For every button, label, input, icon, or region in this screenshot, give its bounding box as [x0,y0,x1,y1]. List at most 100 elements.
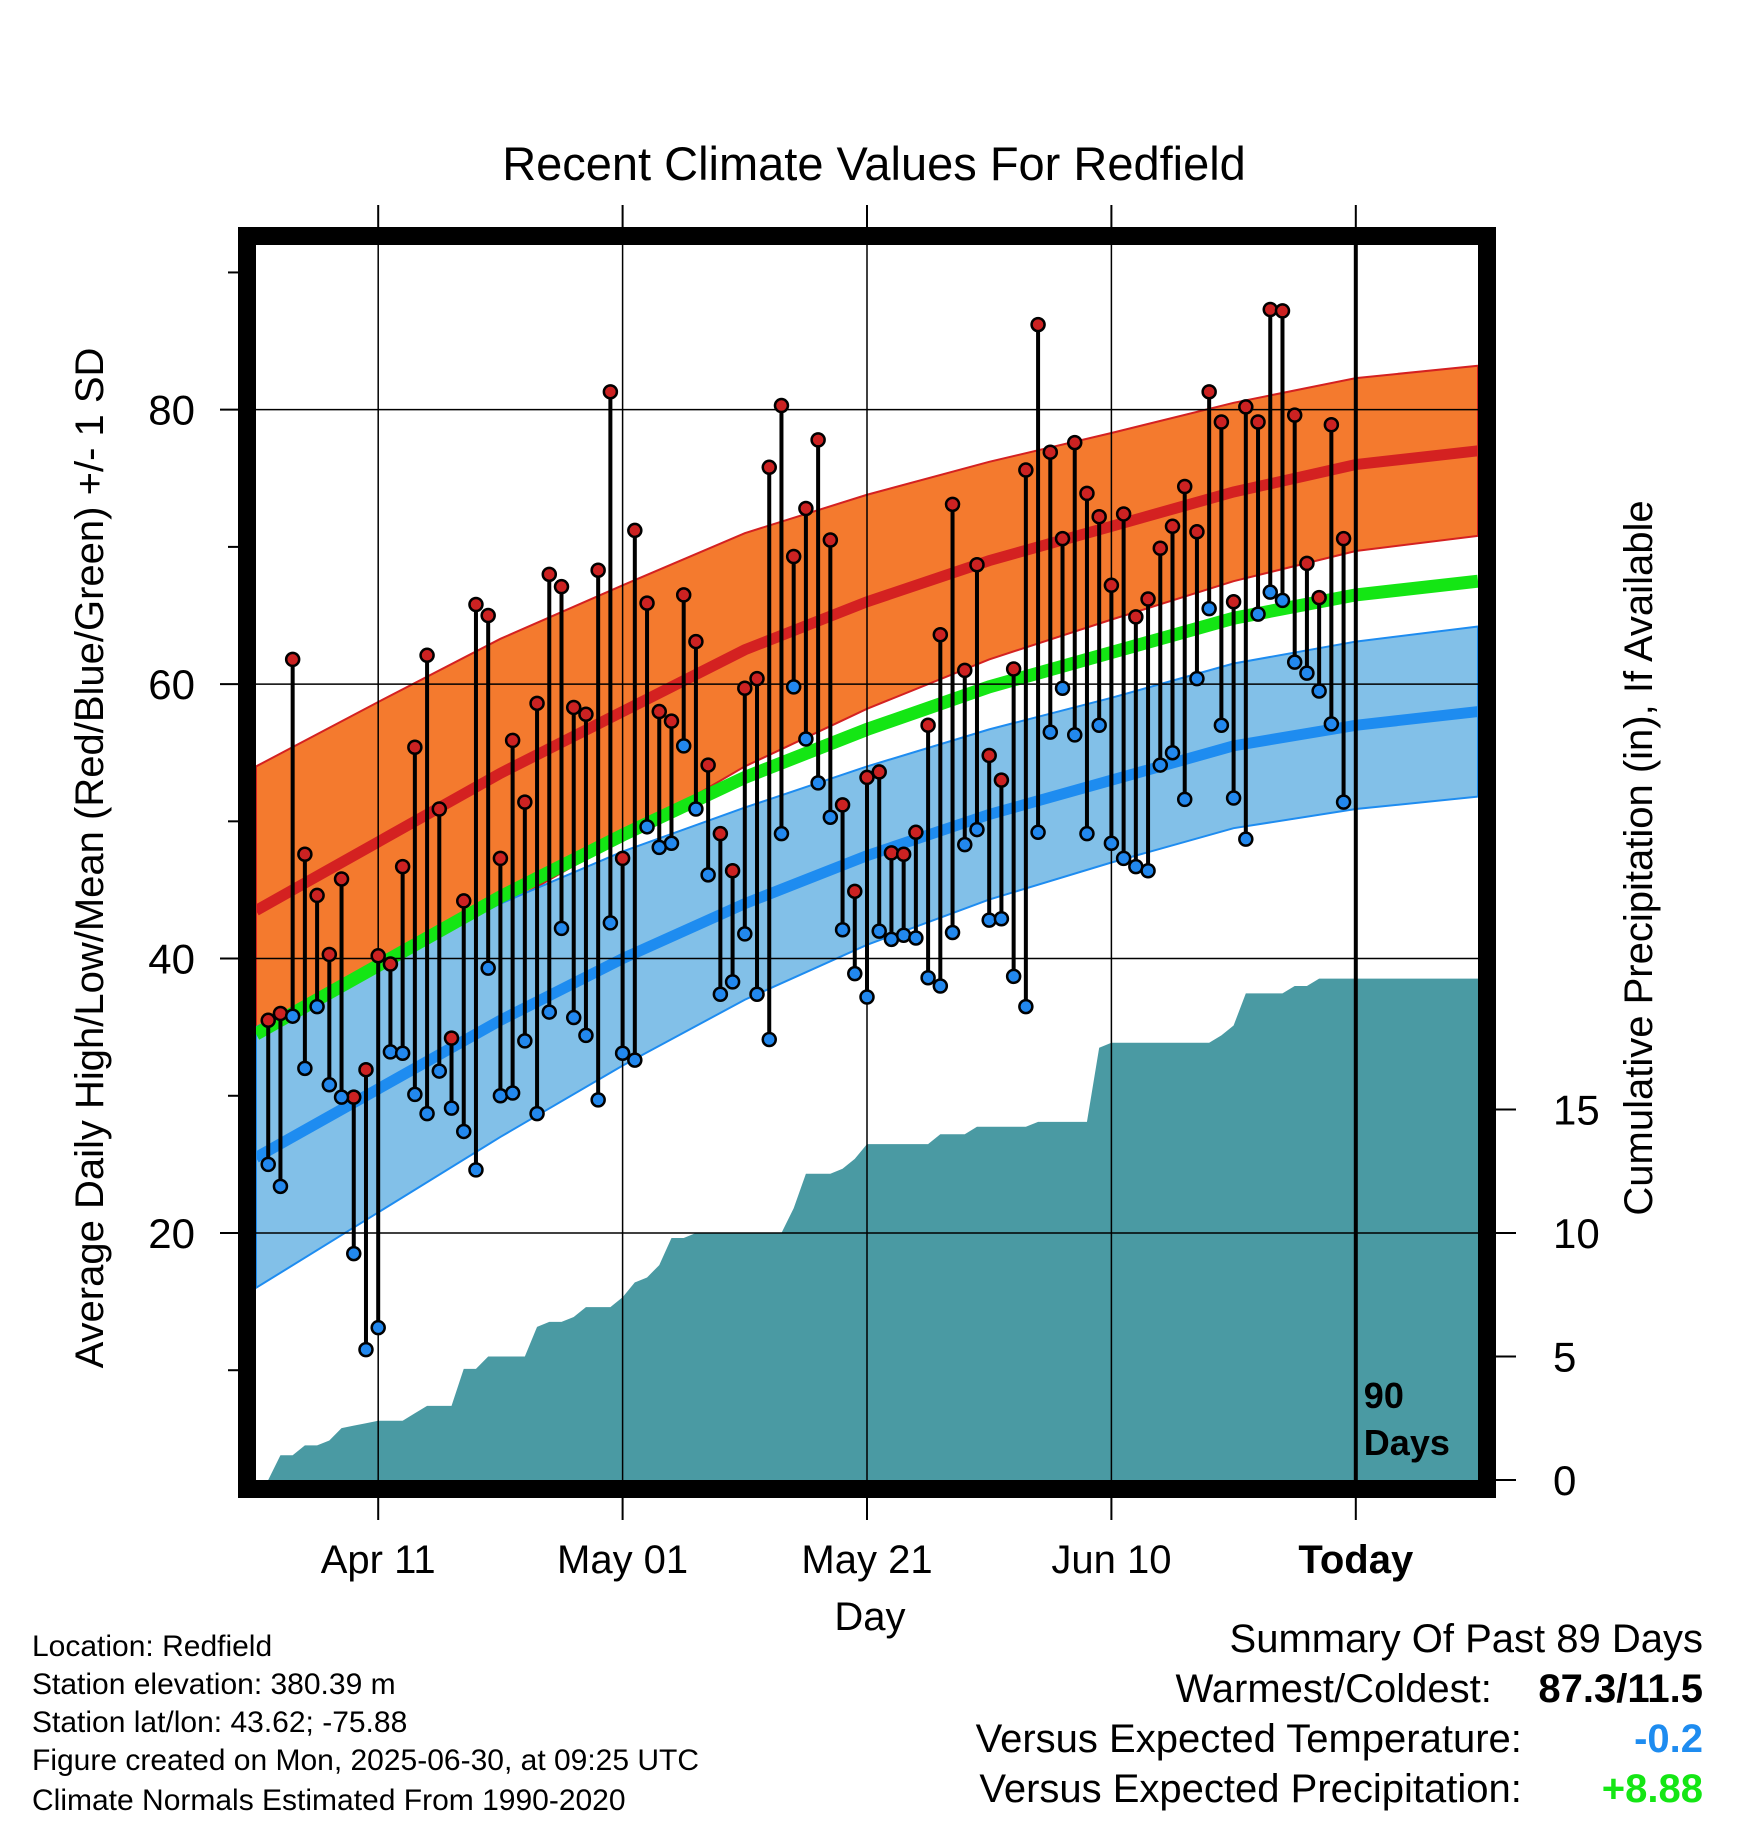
low-temp-point [480,960,496,976]
y-tick-label: 80 [148,387,195,434]
low-temp-point [1152,757,1169,773]
summary-temp-row: Versus Expected Temperature: -0.2 [976,1717,1703,1762]
high-temp-point [883,845,900,861]
plot-area: 90 Days 20 40 60 80 0 5 10 15 Apr 11 May 01 May 21 Ju… [148,205,1600,1582]
high-temp-point [517,794,533,810]
high-temp-point [272,1005,289,1022]
low-temp-point [504,1085,521,1101]
low-temp-point [1323,716,1340,732]
high-temp-point [1189,524,1205,540]
high-temp-point [785,548,802,565]
low-temp-point [1250,606,1266,622]
y-tick-label: 60 [148,661,195,708]
high-temp-point [1250,414,1266,430]
low-temp-point [260,1156,276,1173]
y2-tick-label: 10 [1553,1210,1600,1257]
low-temp-point [578,1027,594,1044]
high-temp-point [834,797,851,813]
high-temp-point [639,595,655,611]
x-tick-label: Today [1298,1538,1414,1582]
high-temp-point [651,703,668,720]
low-temp-point [419,1105,435,1122]
low-temp-point [908,930,924,946]
low-temp-point [627,1052,643,1068]
high-temp-point [1299,555,1315,572]
warmest-value: 87.3/11.5 [1538,1667,1703,1711]
low-temp-point [932,978,949,994]
high-temp-point [981,747,997,764]
today-days-number: 90 [1364,1375,1404,1416]
high-temp-point [443,1030,460,1046]
latlon-text: Station lat/lon: 43.62; -75.88 [32,1706,408,1739]
low-temp-point [394,1045,411,1061]
high-temp-point [468,596,484,613]
low-temp-point [749,986,765,1002]
low-temp-point [309,998,325,1015]
high-temp-point [1262,301,1279,318]
low-temp-point [944,924,961,941]
low-temp-point [565,1009,582,1026]
high-temp-point [578,706,594,723]
high-temp-point [614,850,631,867]
x-tick-label: May 21 [801,1538,932,1582]
low-temp-point [382,1044,399,1060]
high-temp-point [407,739,423,755]
high-temp-point [1164,518,1181,535]
low-temp-point [1189,670,1205,687]
low-temp-point [993,911,1010,927]
low-temp-point [590,1092,606,1108]
low-temp-point [455,1123,472,1140]
low-temp-point [1054,680,1071,696]
high-temp-point [590,562,606,578]
low-temp-point [1201,600,1217,617]
high-temp-point [1115,506,1132,522]
location-text: Location: Redfield [32,1630,273,1663]
high-temp-point [749,670,765,687]
high-temp-point [773,397,790,414]
high-temp-point [847,883,863,900]
created-text: Figure created on Mon, 2025-06-30, at 09… [32,1744,700,1777]
high-temp-point [1176,478,1193,495]
low-temp-point [1335,794,1352,810]
low-temp-point [1103,835,1120,852]
low-temp-point [1030,824,1046,841]
y-tick-label: 40 [148,936,195,983]
y2-axis-label: Cumulative Precipitation (in), If Availa… [1617,500,1661,1215]
high-temp-point [1005,661,1022,677]
high-temp-point [688,633,704,650]
low-temp-point [1213,717,1230,734]
high-temp-point [333,871,350,887]
high-temp-point [358,1061,374,1078]
low-temp-point [541,1004,558,1020]
high-temp-point [737,680,753,696]
high-temp-point [1103,577,1120,594]
high-temp-point [1152,540,1169,557]
high-temp-point [260,1012,276,1029]
high-temp-point [908,824,924,841]
low-temp-point [700,867,716,883]
y2-tick-label: 5 [1553,1334,1576,1381]
low-temp-point [834,921,851,938]
high-temp-point [810,432,826,448]
high-temp-point [700,757,716,773]
high-temp-point [565,699,582,716]
low-temp-point [407,1086,423,1103]
low-temp-point [1299,665,1315,681]
high-temp-point [1335,530,1352,547]
high-temp-point [920,717,936,734]
high-temp-point [798,500,814,517]
high-temp-point [1066,434,1083,451]
precip-anomaly-value: +8.88 [1601,1767,1703,1811]
low-temp-point [957,836,973,853]
high-temp-point [1286,407,1303,423]
low-temp-point [358,1341,374,1358]
high-temp-point [370,948,386,964]
high-temp-point [480,607,496,624]
high-temp-point [969,556,985,573]
high-temp-point [1054,530,1071,547]
low-temp-point [492,1088,509,1104]
high-temp-point [1079,485,1095,502]
high-temp-point [1128,609,1144,625]
precip-label: Versus Expected Precipitation: [979,1767,1522,1811]
